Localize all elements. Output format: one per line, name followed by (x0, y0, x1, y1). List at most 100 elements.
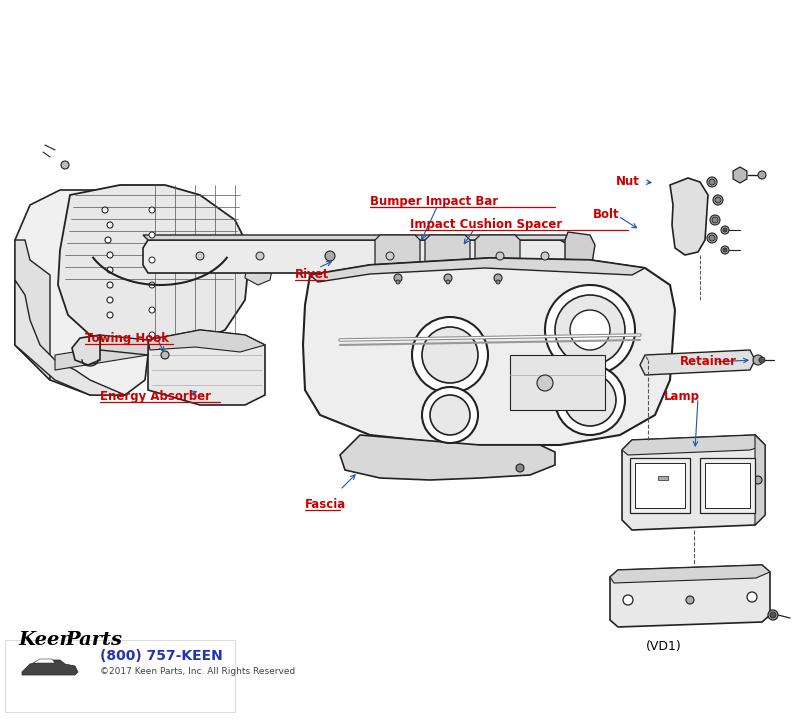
Circle shape (149, 332, 155, 338)
Text: Retainer: Retainer (680, 355, 737, 368)
Polygon shape (622, 435, 765, 455)
Circle shape (107, 252, 113, 258)
Circle shape (102, 207, 108, 213)
Circle shape (196, 252, 204, 260)
Circle shape (555, 295, 625, 365)
Circle shape (446, 280, 450, 284)
Circle shape (709, 179, 715, 185)
Circle shape (149, 257, 155, 263)
Circle shape (430, 395, 470, 435)
Circle shape (713, 195, 723, 205)
Polygon shape (303, 258, 675, 445)
Polygon shape (58, 185, 250, 348)
Circle shape (516, 464, 524, 472)
Polygon shape (755, 435, 765, 525)
Polygon shape (658, 476, 668, 480)
Text: Rivet: Rivet (295, 268, 330, 281)
Polygon shape (22, 660, 78, 675)
Circle shape (537, 375, 553, 391)
Circle shape (541, 252, 549, 260)
Polygon shape (148, 330, 265, 405)
Circle shape (707, 233, 717, 243)
Circle shape (555, 365, 625, 435)
Bar (510, 355, 605, 410)
Polygon shape (640, 350, 755, 375)
Circle shape (444, 274, 452, 282)
Text: Fascia: Fascia (305, 498, 346, 511)
Circle shape (105, 237, 111, 243)
Polygon shape (375, 235, 420, 270)
Circle shape (394, 274, 402, 282)
Circle shape (107, 297, 113, 303)
Polygon shape (610, 565, 770, 627)
Circle shape (386, 252, 394, 260)
Circle shape (61, 161, 69, 169)
Polygon shape (15, 240, 50, 380)
Circle shape (325, 251, 335, 261)
Polygon shape (340, 435, 555, 480)
Polygon shape (100, 335, 148, 355)
Circle shape (709, 235, 715, 241)
Circle shape (107, 312, 113, 318)
Polygon shape (425, 235, 470, 270)
Circle shape (721, 246, 729, 254)
Polygon shape (610, 565, 770, 583)
Circle shape (768, 610, 778, 620)
Text: Impact Cushion Spacer: Impact Cushion Spacer (410, 218, 562, 231)
Bar (5, 640, 235, 712)
Bar (635, 463, 685, 508)
Circle shape (721, 226, 729, 234)
Circle shape (149, 232, 155, 238)
Text: Keen: Keen (18, 631, 74, 649)
Circle shape (564, 374, 616, 426)
Polygon shape (475, 235, 520, 270)
Circle shape (686, 596, 694, 604)
Circle shape (256, 252, 264, 260)
Circle shape (149, 307, 155, 313)
Polygon shape (143, 240, 575, 273)
Circle shape (107, 282, 113, 288)
Polygon shape (565, 232, 595, 278)
Circle shape (149, 207, 155, 213)
Text: Towing Hook: Towing Hook (85, 332, 169, 345)
Polygon shape (15, 280, 125, 395)
Circle shape (723, 248, 727, 252)
Circle shape (496, 280, 500, 284)
Circle shape (494, 274, 502, 282)
Polygon shape (72, 335, 100, 365)
Circle shape (396, 280, 400, 284)
Circle shape (107, 222, 113, 228)
Circle shape (422, 387, 478, 443)
Circle shape (753, 355, 763, 365)
Bar (705, 463, 750, 508)
Text: ©2017 Keen Parts, Inc. All Rights Reserved: ©2017 Keen Parts, Inc. All Rights Reserv… (100, 667, 295, 676)
Polygon shape (55, 340, 148, 370)
Circle shape (715, 197, 721, 203)
Circle shape (758, 171, 766, 179)
Circle shape (107, 267, 113, 273)
Polygon shape (33, 659, 55, 663)
Circle shape (149, 282, 155, 288)
Circle shape (754, 476, 762, 484)
Circle shape (161, 351, 169, 359)
Circle shape (496, 252, 504, 260)
Text: Nut: Nut (616, 175, 640, 188)
Circle shape (723, 228, 727, 232)
Circle shape (759, 357, 765, 363)
Text: Energy Absorber: Energy Absorber (100, 390, 211, 403)
Text: Bolt: Bolt (593, 208, 620, 221)
Polygon shape (670, 178, 708, 255)
Text: (800) 757-KEEN: (800) 757-KEEN (100, 649, 222, 663)
Polygon shape (15, 190, 148, 395)
Circle shape (545, 285, 635, 375)
Circle shape (707, 177, 717, 187)
Polygon shape (310, 258, 645, 282)
Text: Parts: Parts (65, 631, 122, 649)
Circle shape (747, 592, 757, 602)
Text: Bumper Impact Bar: Bumper Impact Bar (370, 195, 498, 208)
Circle shape (710, 215, 720, 225)
Text: Lamp: Lamp (664, 390, 700, 403)
Circle shape (770, 612, 776, 618)
Bar (630, 458, 690, 513)
Circle shape (623, 595, 633, 605)
